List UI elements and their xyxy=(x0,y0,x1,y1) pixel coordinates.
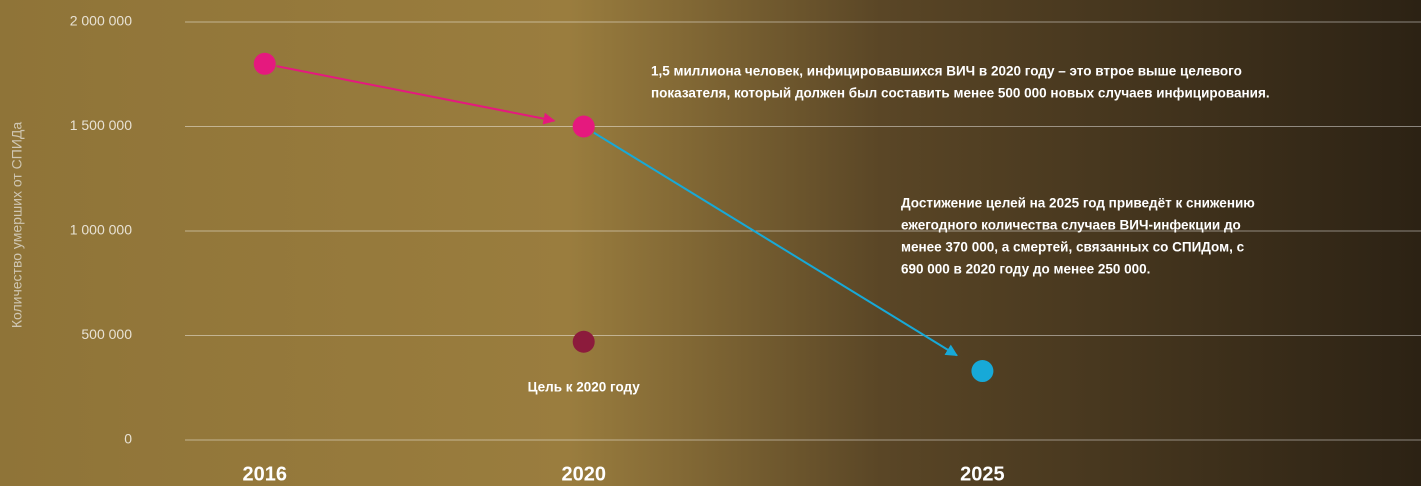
x-tick-label: 2020 xyxy=(561,463,606,485)
annotation: показателя, который должен был составить… xyxy=(651,86,1270,101)
x-tick-label: 2016 xyxy=(242,463,287,485)
annotation: Цель к 2020 году xyxy=(528,380,641,395)
annotation: ежегодного количества случаев ВИЧ-инфекц… xyxy=(901,218,1241,233)
x-tick-label: 2025 xyxy=(960,463,1005,485)
annotation: Достижение целей на 2025 год приведёт к … xyxy=(901,196,1255,211)
y-tick-label: 2 000 000 xyxy=(70,13,132,29)
annotation: 1,5 миллиона человек, инфицировавшихся В… xyxy=(651,64,1242,79)
chart: Количество умерших от СПИДа 0 500 000 1 00… xyxy=(0,0,1421,486)
y-tick-label: 0 xyxy=(124,431,132,447)
data-point xyxy=(573,116,595,138)
data-point xyxy=(254,53,276,75)
data-point xyxy=(971,360,993,382)
annotation: 690 000 в 2020 году до менее 250 000. xyxy=(901,262,1150,277)
y-axis-title: Количество умерших от СПИДа xyxy=(9,122,25,329)
y-tick-label: 1 500 000 xyxy=(70,117,132,133)
y-tick-label: 500 000 xyxy=(81,326,132,342)
y-tick-label: 1 000 000 xyxy=(70,222,132,238)
annotation: менее 370 000, а смертей, связанных со С… xyxy=(901,240,1245,255)
data-point xyxy=(573,331,595,353)
